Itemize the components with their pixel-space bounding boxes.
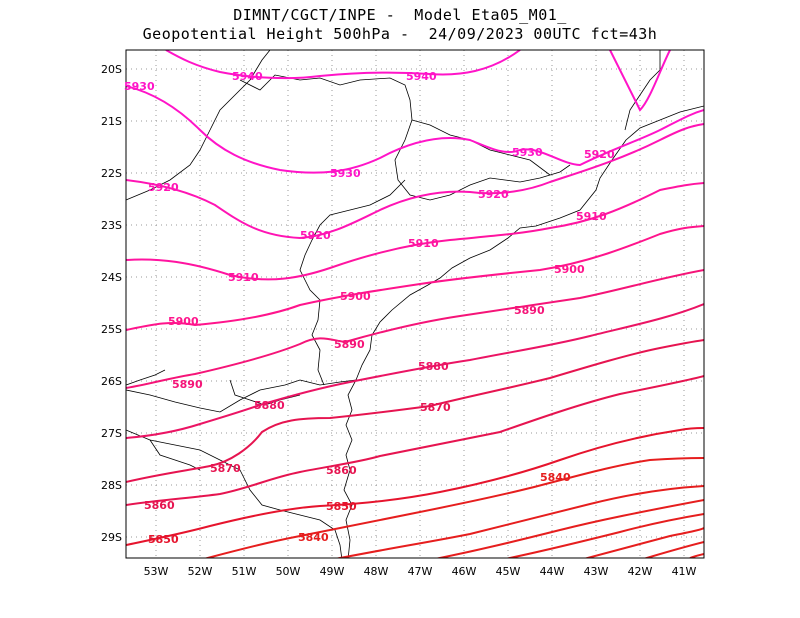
contour-label: 5840 [540, 471, 571, 484]
lon-tick-label: 42W [628, 565, 653, 578]
lon-tick-label: 44W [540, 565, 565, 578]
plot-frame [125, 49, 705, 559]
contour-label: 5920 [300, 229, 331, 242]
lon-tick-label: 51W [232, 565, 257, 578]
lat-tick-label: 29S [101, 531, 122, 544]
contour-label: 5900 [554, 263, 585, 276]
gridlines [126, 50, 704, 558]
lat-tick-label: 27S [101, 427, 122, 440]
lon-tick-label: 45W [496, 565, 521, 578]
contour-5890-a [126, 269, 704, 389]
lat-tick-label: 20S [101, 63, 122, 76]
contour-5920-a [126, 123, 704, 240]
lon-tick-label: 48W [364, 565, 389, 578]
lon-tick-label: 50W [276, 565, 301, 578]
contour-label: 5850 [326, 500, 357, 513]
contour-label: 5880 [254, 399, 285, 412]
contour-label: 5940 [406, 70, 437, 83]
contour-5910-a [126, 182, 704, 281]
contour-lines [126, 50, 704, 558]
contour-5810 [504, 513, 704, 558]
contour-label: 5910 [408, 237, 439, 250]
contour-5870-a [126, 339, 704, 483]
lat-tick-label: 25S [101, 323, 122, 336]
chart-title-line2: Geopotential Height 500hPa - 24/09/2023 … [142, 25, 658, 43]
lat-tick-label: 28S [101, 479, 122, 492]
contour-label: 5900 [168, 315, 199, 328]
contour-label: 5880 [418, 360, 449, 373]
contour-5800 [583, 527, 704, 558]
contour-label: 5940 [232, 70, 263, 83]
lat-tick-label: 24S [101, 271, 122, 284]
contour-label: 5900 [340, 290, 371, 303]
contour-label: 5920 [148, 181, 179, 194]
contour-label: 5930 [124, 80, 155, 93]
contour-label: 5890 [172, 378, 203, 391]
lon-tick-label: 46W [452, 565, 477, 578]
contour-label: 5860 [326, 464, 357, 477]
contour-label: 5930 [330, 167, 361, 180]
lat-tick-label: 23S [101, 219, 122, 232]
contour-5830 [334, 485, 704, 558]
contour-5850-a [126, 427, 704, 546]
lon-tick-label: 49W [320, 565, 345, 578]
contour-label: 5850 [148, 533, 179, 546]
contour-5930-a [126, 85, 704, 174]
lon-tick-label: 47W [408, 565, 433, 578]
contour-label: 5910 [228, 271, 259, 284]
contour-5860-a [126, 375, 704, 506]
contour-label: 5930 [512, 146, 543, 159]
contour-label: 5920 [478, 188, 509, 201]
lat-tick-label: 21S [101, 115, 122, 128]
contour-label: 5860 [144, 499, 175, 512]
contour-label: 5920 [584, 148, 615, 161]
contour-label: 5910 [576, 210, 607, 223]
coastline-borders [126, 50, 704, 558]
contour-label: 5870 [420, 401, 451, 414]
contour-5940-a [165, 50, 521, 80]
contour-5900-a [126, 225, 704, 331]
lon-tick-label: 43W [584, 565, 609, 578]
contour-5780 [689, 553, 704, 558]
contour-5940-b [609, 50, 671, 112]
contour-5840-a [203, 457, 704, 558]
contour-label: 5890 [514, 304, 545, 317]
lat-tick-label: 22S [101, 167, 122, 180]
contour-label: 5870 [210, 462, 241, 475]
lon-tick-label: 52W [188, 565, 213, 578]
contour-5790 [643, 541, 704, 558]
contour-5880-a [126, 303, 704, 439]
contour-label: 5890 [334, 338, 365, 351]
contour-label: 5840 [298, 531, 329, 544]
lat-tick-label: 26S [101, 375, 122, 388]
chart-title-line1: DIMNT/CGCT/INPE - Model Eta05_M01_ [233, 6, 567, 24]
contour-5820 [434, 499, 704, 558]
lon-tick-label: 53W [144, 565, 169, 578]
lon-tick-label: 41W [672, 565, 697, 578]
